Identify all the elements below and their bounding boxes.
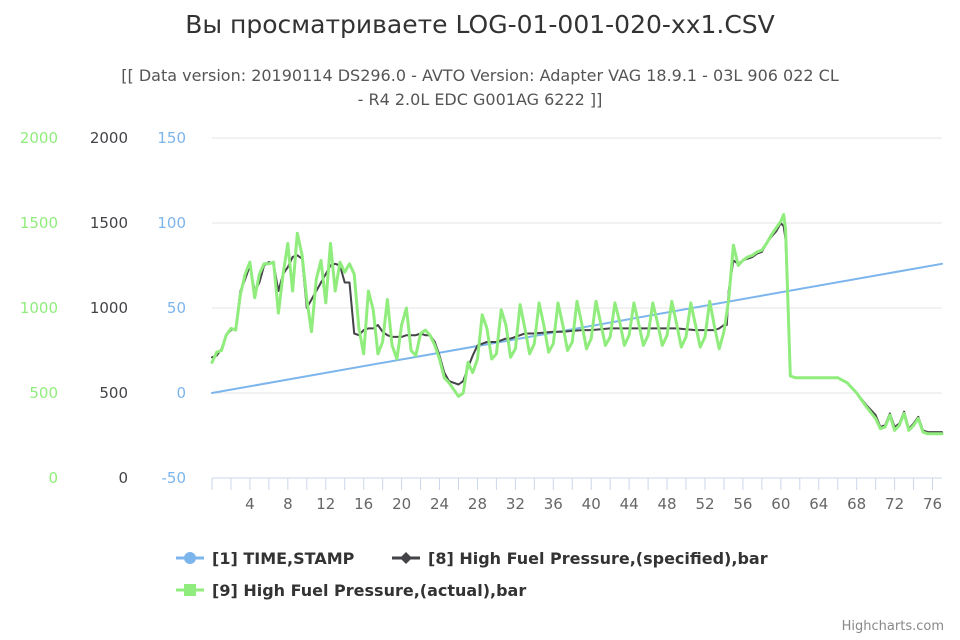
x-tick-label: 24 <box>430 495 449 513</box>
legend-item-1[interactable]: [1] TIME,STAMP <box>176 549 355 568</box>
x-tick-label: 68 <box>847 495 866 513</box>
legend-label-2: [8] High Fuel Pressure,(specified),bar <box>428 549 768 568</box>
series-line-1[interactable] <box>211 262 943 394</box>
legend-square-marker <box>184 584 196 596</box>
x-tick-label: 76 <box>923 495 942 513</box>
legend-diamond-marker <box>400 552 412 564</box>
x-tick-label: 12 <box>316 495 335 513</box>
x-tick-label: 40 <box>582 495 601 513</box>
y-tick-label-ax1: 50 <box>167 299 186 317</box>
legend-item-3[interactable]: [9] High Fuel Pressure,(actual),bar <box>176 581 526 600</box>
x-tick-label: 36 <box>544 495 563 513</box>
x-tick-label: 72 <box>885 495 904 513</box>
x-tick-label: 52 <box>695 495 714 513</box>
y-tick-label-ax1: -50 <box>162 469 187 487</box>
legend-item-2[interactable]: [8] High Fuel Pressure,(specified),bar <box>392 549 768 568</box>
chart-title: Вы просматриваете LOG-01-001-020-xx1.CSV <box>185 10 775 39</box>
y-tick-label-ax8: 1500 <box>90 214 128 232</box>
x-tick-label: 44 <box>620 495 639 513</box>
y-tick-label-ax1: 0 <box>176 384 186 402</box>
x-tick-label: 4 <box>245 495 255 513</box>
x-tick-label: 16 <box>354 495 373 513</box>
y-tick-label-ax1: 100 <box>157 214 186 232</box>
x-tick-label: 60 <box>771 495 790 513</box>
credits-link[interactable]: Highcharts.com <box>841 619 944 634</box>
x-tick-label: 48 <box>658 495 677 513</box>
x-tick-label: 56 <box>733 495 752 513</box>
x-tick-label: 8 <box>283 495 293 513</box>
legend-label-3: [9] High Fuel Pressure,(actual),bar <box>212 581 526 600</box>
x-tick-label: 64 <box>809 495 828 513</box>
y-tick-label-ax9: 2000 <box>20 129 58 147</box>
legend-label-1: [1] TIME,STAMP <box>212 549 355 568</box>
y-tick-label-ax8: 2000 <box>90 129 128 147</box>
x-axis: 4 8 12 16 20 24 28 32 36 40 44 48 52 56 60 64 68 72 76 <box>211 477 942 513</box>
legend[interactable]: [1] TIME,STAMP [8] High Fuel Pressure,(sp… <box>176 549 768 600</box>
subtitle-line-1: [[ Data version: 20190114 DS296.0 - AVTO… <box>121 66 839 85</box>
y-tick-label-ax8: 0 <box>118 469 128 487</box>
y-tick-label-ax8: 500 <box>99 384 128 402</box>
series-group[interactable] <box>210 213 944 436</box>
y-tick-label-ax9: 500 <box>29 384 58 402</box>
legend-circle-marker <box>184 552 196 564</box>
y-tick-label-ax1: 150 <box>157 129 186 147</box>
x-tick-label: 28 <box>468 495 487 513</box>
y-axes: 0 500 1000 1500 2000 0 500 1000 1500 2000 -50 0 50 10… <box>20 129 186 487</box>
series-line-3[interactable] <box>210 213 944 436</box>
subtitle-line-2: - R4 2.0L EDC G001AG 6222 ]] <box>357 90 603 109</box>
y-tick-label-ax9: 0 <box>48 469 58 487</box>
y-tick-label-ax8: 1000 <box>90 299 128 317</box>
chart-subtitle: [[ Data version: 20190114 DS296.0 - AVTO… <box>40 64 920 112</box>
y-tick-label-ax9: 1000 <box>20 299 58 317</box>
x-tick-label: 32 <box>506 495 525 513</box>
y-tick-label-ax9: 1500 <box>20 214 58 232</box>
x-tick-label: 20 <box>392 495 411 513</box>
